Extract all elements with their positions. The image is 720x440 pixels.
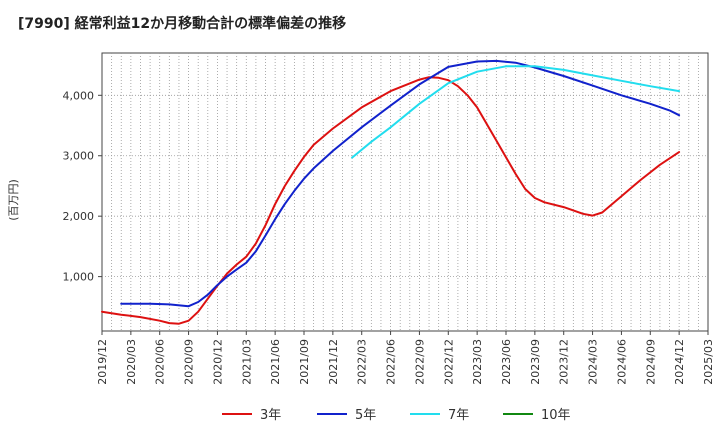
series-line-3年 bbox=[101, 76, 681, 325]
x-tick-label: 2021/12 bbox=[327, 339, 340, 385]
y-tick-label: 3,000 bbox=[63, 150, 95, 163]
x-tick-label: 2019/12 bbox=[96, 339, 109, 385]
y-tick-label: 4,000 bbox=[63, 89, 95, 102]
x-tick-label: 2025/03 bbox=[702, 339, 715, 385]
x-tick-label: 2022/09 bbox=[413, 339, 426, 385]
y-tick-label: 2,000 bbox=[63, 210, 95, 223]
chart-title: [7990] 経常利益12か月移動合計の標準偏差の推移 bbox=[18, 15, 346, 32]
series-line-7年 bbox=[351, 65, 681, 159]
x-tick-label: 2020/06 bbox=[154, 339, 167, 385]
x-tick-label: 2023/12 bbox=[558, 339, 571, 385]
legend-label-7年: 7年 bbox=[448, 408, 469, 423]
x-tick-label: 2022/06 bbox=[385, 339, 398, 385]
x-tick-label: 2020/09 bbox=[183, 339, 196, 385]
x-tick-label: 2024/12 bbox=[673, 339, 686, 385]
x-axis-ticks: 2019/12 2020/03 2020/06 2020/09 2020/12 2021/… bbox=[96, 331, 715, 385]
x-tick-label: 2024/06 bbox=[615, 339, 628, 385]
legend-label-10年: 10年 bbox=[541, 408, 571, 423]
x-tick-label: 2023/09 bbox=[529, 339, 542, 385]
x-tick-label: 2024/03 bbox=[587, 339, 600, 385]
legend-label-5年: 5年 bbox=[355, 408, 376, 423]
x-tick-label: 2021/06 bbox=[269, 339, 282, 385]
x-tick-label: 2023/06 bbox=[500, 339, 513, 385]
x-tick-label: 2022/03 bbox=[356, 339, 369, 385]
legend: 3年 5年 7年 10年 bbox=[222, 408, 571, 423]
x-tick-label: 2022/12 bbox=[442, 339, 455, 385]
x-tick-label: 2021/09 bbox=[298, 339, 311, 385]
series-lines bbox=[101, 59, 681, 325]
y-axis-label: (百万円) bbox=[7, 179, 20, 221]
x-tick-label: 2021/03 bbox=[240, 339, 253, 385]
x-tick-label: 2020/03 bbox=[125, 339, 138, 385]
y-axis-ticks: 1,000 2,000 3,000 4,000 bbox=[63, 89, 102, 284]
series-line-5年 bbox=[120, 59, 681, 308]
plot-area bbox=[101, 52, 709, 332]
x-tick-label: 2020/12 bbox=[211, 339, 224, 385]
y-tick-label: 1,000 bbox=[63, 271, 95, 284]
legend-label-3年: 3年 bbox=[260, 408, 281, 423]
x-tick-label: 2023/03 bbox=[471, 339, 484, 385]
grid bbox=[102, 53, 708, 331]
x-tick-label: 2024/09 bbox=[644, 339, 657, 385]
